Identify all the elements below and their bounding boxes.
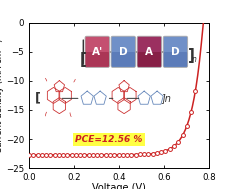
Text: ]: ] <box>187 48 194 63</box>
Y-axis label: Current density (mA cm⁻²): Current density (mA cm⁻²) <box>0 38 4 153</box>
FancyBboxPatch shape <box>85 36 109 67</box>
Text: D: D <box>170 47 179 57</box>
FancyBboxPatch shape <box>85 52 109 67</box>
FancyBboxPatch shape <box>137 36 161 67</box>
FancyBboxPatch shape <box>163 36 187 67</box>
Text: A: A <box>145 47 153 57</box>
Text: A': A' <box>91 47 102 57</box>
FancyBboxPatch shape <box>137 52 161 67</box>
FancyBboxPatch shape <box>111 36 135 67</box>
FancyBboxPatch shape <box>111 52 134 67</box>
Text: [: [ <box>35 92 41 105</box>
Text: n: n <box>190 55 195 64</box>
Text: [: [ <box>79 52 86 67</box>
Text: D: D <box>119 47 127 57</box>
FancyBboxPatch shape <box>163 52 186 67</box>
X-axis label: Voltage (V): Voltage (V) <box>91 184 145 189</box>
Text: ]n: ]n <box>161 93 170 103</box>
Text: PCE=12.56 %: PCE=12.56 % <box>75 135 142 144</box>
